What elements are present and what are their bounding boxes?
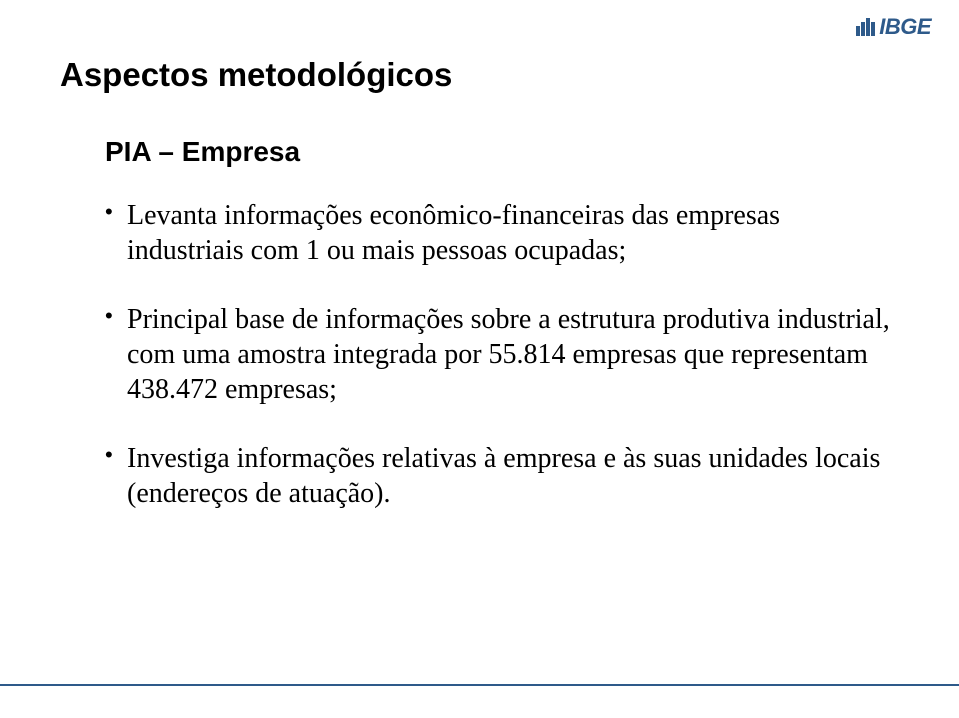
bullet-list: Levanta informações econômico-financeira… [105,198,899,511]
slide-title: Aspectos metodológicos [60,56,899,94]
logo-bar [861,22,865,36]
logo-text: IBGE [879,14,931,40]
logo-bars-icon [856,18,875,36]
footer-accent-line [0,684,959,686]
ibge-logo: IBGE [856,14,931,40]
slide-subtitle: PIA – Empresa [105,136,899,168]
bullet-item: Principal base de informações sobre a es… [105,302,899,407]
logo-bar [866,18,870,36]
logo-bar [856,26,860,36]
logo-bar [871,22,875,36]
bullet-item: Investiga informações relativas à empres… [105,441,899,511]
slide: IBGE Aspectos metodológicos PIA – Empres… [0,0,959,718]
bullet-item: Levanta informações econômico-financeira… [105,198,899,268]
